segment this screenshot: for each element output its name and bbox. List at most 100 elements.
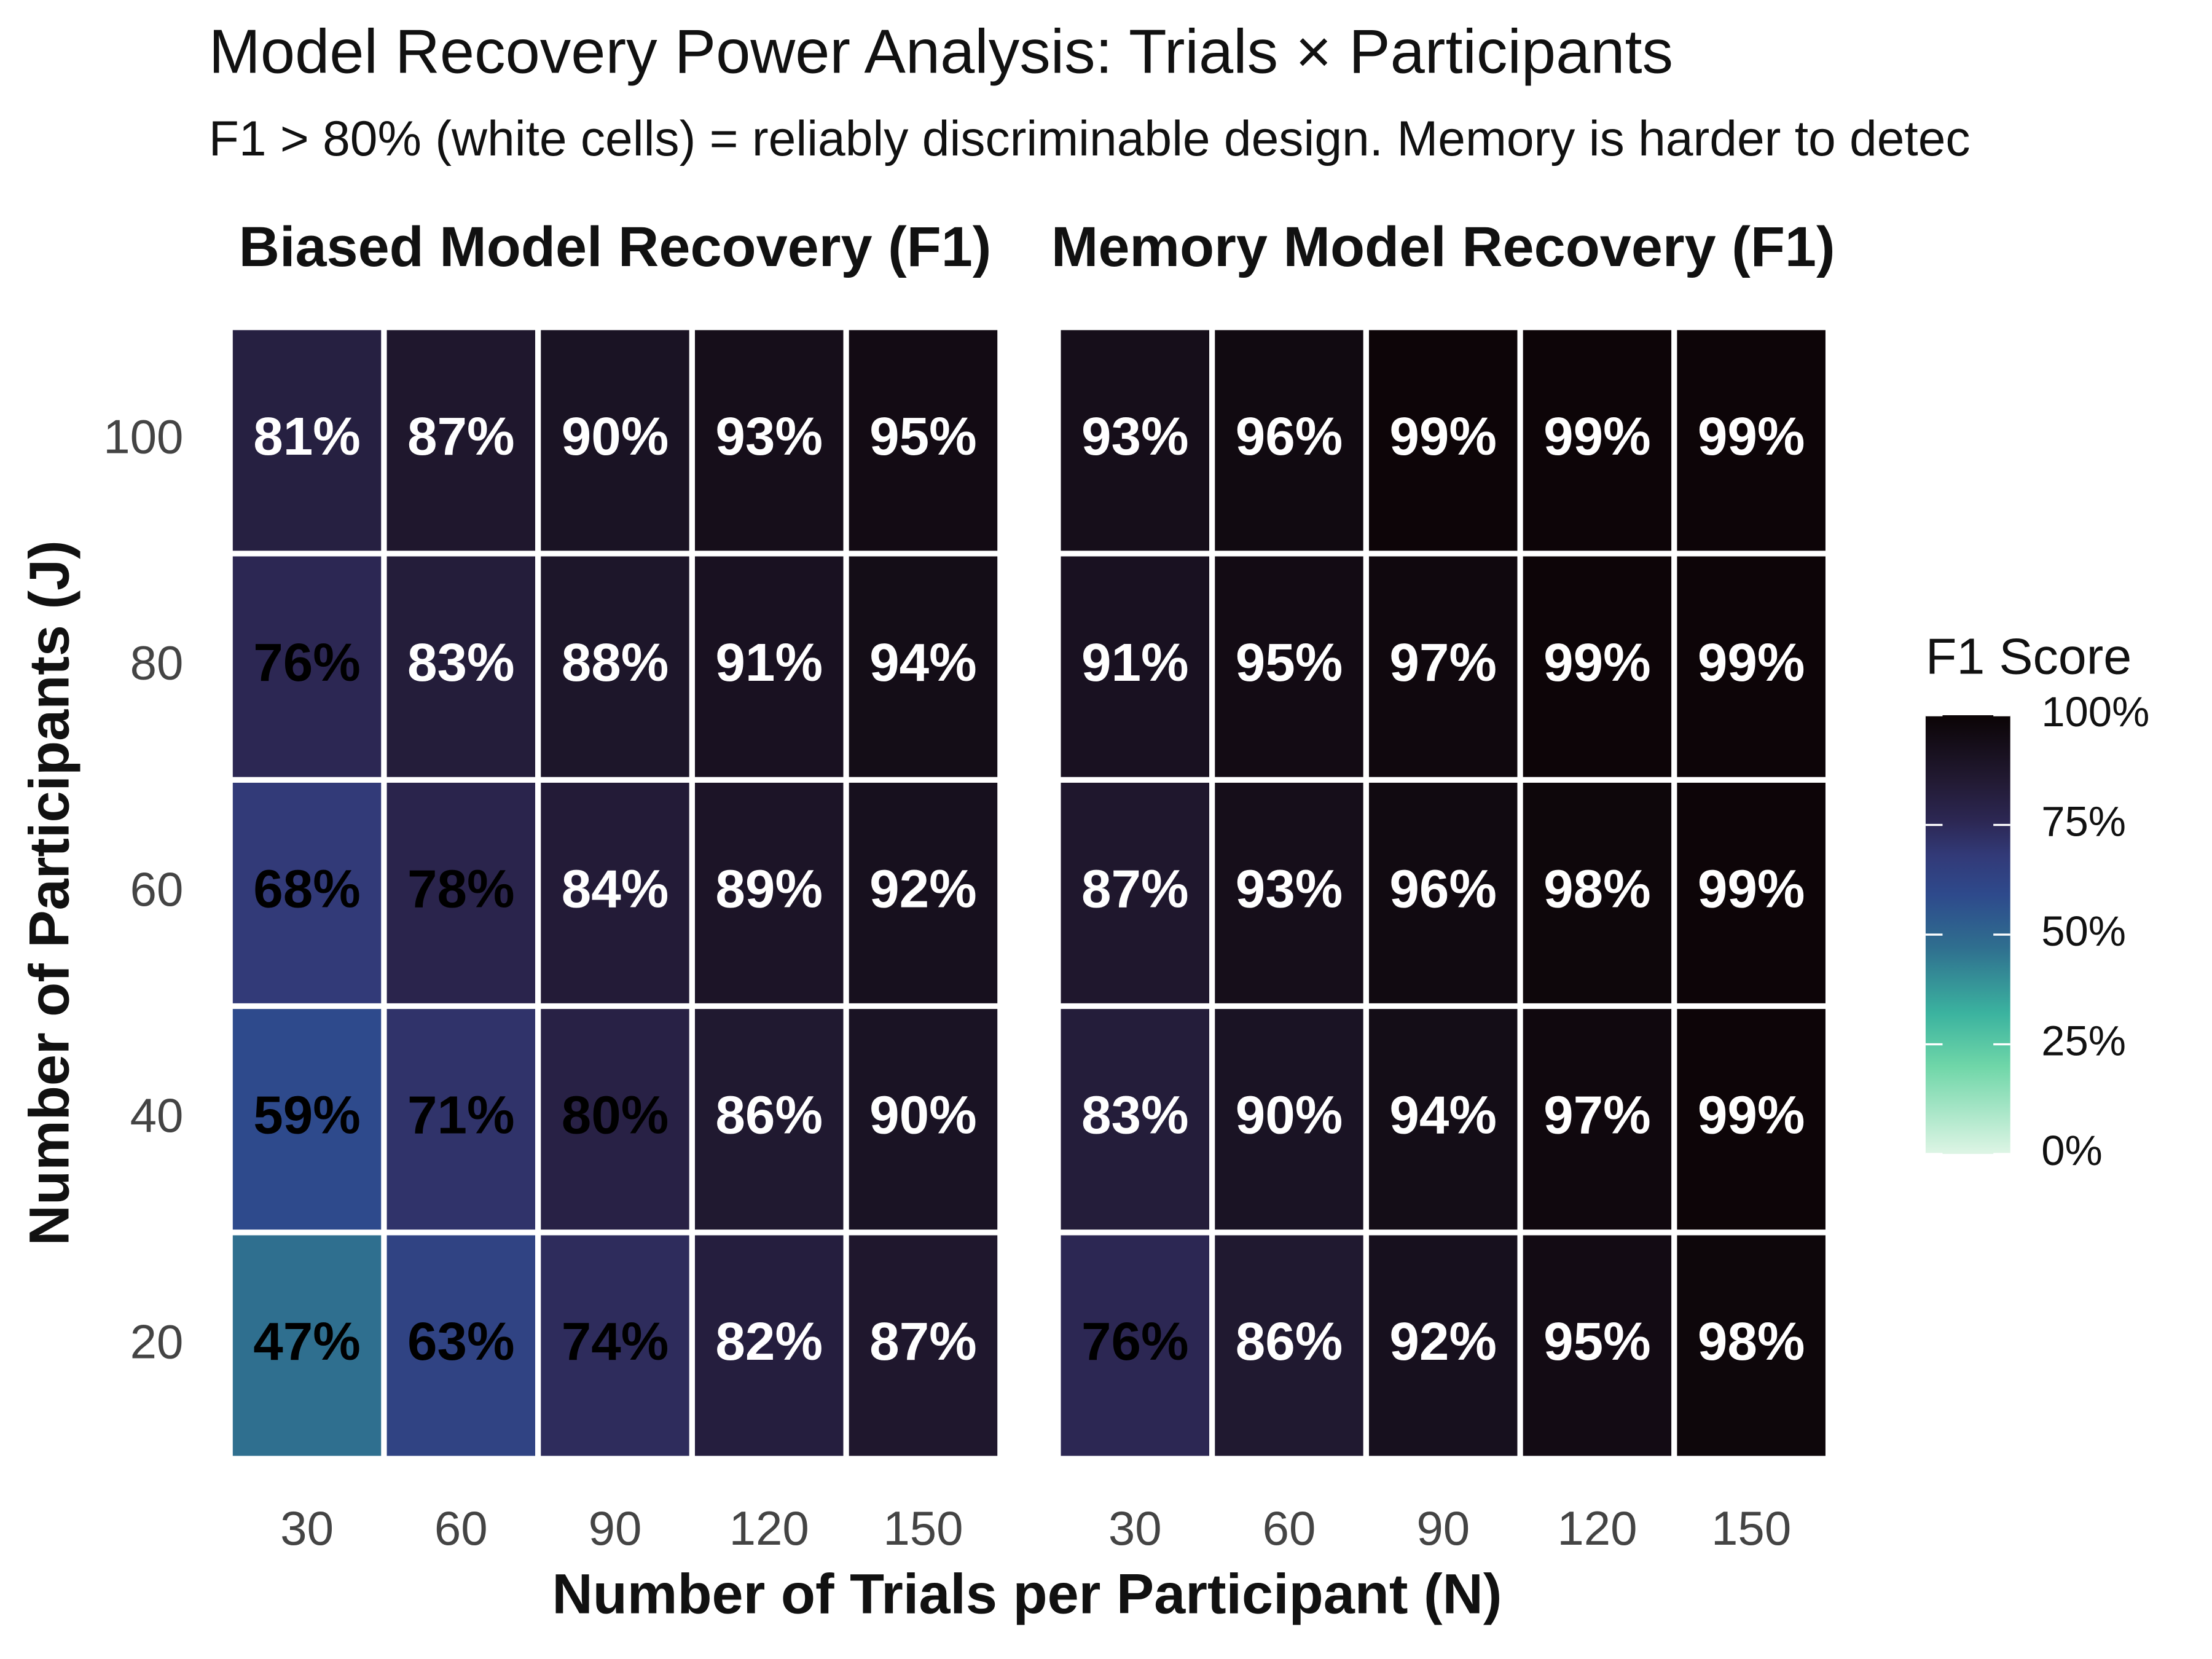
cell-label: 87% bbox=[407, 407, 515, 466]
heatmap-cell bbox=[1671, 1003, 1832, 1236]
heatmap-cell bbox=[689, 1230, 849, 1462]
cell-label: 90% bbox=[869, 1086, 977, 1145]
chart-title: Model Recovery Power Analysis: Trials × … bbox=[209, 18, 1673, 87]
x-tick-label: 120 bbox=[729, 1501, 809, 1555]
legend-label: 0% bbox=[2041, 1127, 2103, 1174]
heatmap-cell bbox=[1363, 777, 1523, 1010]
cell-label: 87% bbox=[869, 1312, 977, 1371]
heatmap-cell bbox=[843, 324, 1003, 557]
cell-label: 76% bbox=[1081, 1312, 1189, 1371]
cell-label: 74% bbox=[562, 1312, 669, 1371]
cell-label: 99% bbox=[1389, 407, 1497, 466]
heatmap-cell bbox=[381, 324, 541, 557]
y-tick-label: 20 bbox=[130, 1314, 184, 1368]
cell-label: 98% bbox=[1543, 859, 1651, 919]
cell-label: 86% bbox=[1236, 1312, 1343, 1371]
cell-label: 95% bbox=[1543, 1312, 1651, 1371]
x-tick-label: 90 bbox=[1416, 1501, 1470, 1555]
cell-label: 91% bbox=[1081, 633, 1189, 692]
cell-label: 93% bbox=[1236, 859, 1343, 919]
cell-label: 68% bbox=[253, 859, 361, 919]
cell-label: 98% bbox=[1698, 1312, 1805, 1371]
heatmap-cell bbox=[1363, 324, 1523, 557]
cell-label: 84% bbox=[562, 859, 669, 919]
chart-subtitle: F1 > 80% (white cells) = reliably discri… bbox=[209, 111, 1971, 167]
cell-label: 59% bbox=[253, 1086, 361, 1145]
cell-label: 97% bbox=[1543, 1086, 1651, 1145]
heatmap-cell bbox=[1363, 1003, 1523, 1236]
legend-label: 75% bbox=[2041, 798, 2126, 845]
x-tick-label: 150 bbox=[1711, 1501, 1791, 1555]
cell-label: 76% bbox=[253, 633, 361, 692]
y-tick-label: 60 bbox=[130, 862, 184, 916]
heatmap-cell bbox=[1055, 324, 1215, 557]
cell-label: 99% bbox=[1698, 633, 1805, 692]
cell-label: 90% bbox=[562, 407, 669, 466]
heatmap-cell bbox=[689, 777, 849, 1010]
heatmap-cell bbox=[843, 1230, 1003, 1462]
heatmap-cell bbox=[535, 1230, 695, 1462]
cell-label: 96% bbox=[1236, 407, 1343, 466]
cell-label: 94% bbox=[1389, 1086, 1497, 1145]
cell-label: 99% bbox=[1543, 633, 1651, 692]
x-tick-label: 150 bbox=[883, 1501, 963, 1555]
cell-label: 99% bbox=[1698, 407, 1805, 466]
y-tick-label: 40 bbox=[130, 1088, 184, 1142]
cell-label: 83% bbox=[1081, 1086, 1189, 1145]
heatmap-cell bbox=[381, 1003, 541, 1236]
heatmap-cell bbox=[689, 324, 849, 557]
cell-label: 92% bbox=[869, 859, 977, 919]
heatmap-cell bbox=[1671, 551, 1832, 783]
heatmap-cell bbox=[1209, 1003, 1369, 1236]
cell-label: 63% bbox=[407, 1312, 515, 1371]
y-tick-label: 80 bbox=[130, 636, 184, 690]
cell-label: 87% bbox=[1081, 859, 1189, 919]
legend-label: 50% bbox=[2041, 908, 2126, 955]
y-tick-label: 100 bbox=[103, 409, 183, 463]
cell-label: 86% bbox=[715, 1086, 823, 1145]
cell-label: 47% bbox=[253, 1312, 361, 1371]
heatmap-cell bbox=[1055, 1003, 1215, 1236]
cell-label: 93% bbox=[715, 407, 823, 466]
heatmap-cell bbox=[843, 1003, 1003, 1236]
y-axis-title: Number of Participants (J) bbox=[18, 540, 81, 1245]
heatmap-cell bbox=[381, 1230, 541, 1462]
legend-label: 25% bbox=[2041, 1018, 2126, 1065]
legend-label: 100% bbox=[2041, 688, 2149, 735]
cell-label: 96% bbox=[1389, 859, 1497, 919]
heatmap-cell bbox=[381, 551, 541, 783]
heatmap-cell bbox=[1209, 324, 1369, 557]
panel-title: Biased Model Recovery (F1) bbox=[239, 216, 992, 278]
heatmap-cell bbox=[843, 551, 1003, 783]
cell-label: 90% bbox=[1236, 1086, 1343, 1145]
x-tick-label: 60 bbox=[1263, 1501, 1316, 1555]
cell-label: 97% bbox=[1389, 633, 1497, 692]
cell-label: 80% bbox=[562, 1086, 669, 1145]
x-axis-title: Number of Trials per Participant (N) bbox=[552, 1563, 1502, 1626]
cell-label: 89% bbox=[715, 859, 823, 919]
heatmap-cell bbox=[1671, 324, 1832, 557]
heatmap-cell bbox=[1517, 551, 1677, 783]
cell-label: 99% bbox=[1543, 407, 1651, 466]
cell-label: 95% bbox=[869, 407, 977, 466]
x-tick-label: 90 bbox=[589, 1501, 642, 1555]
panel-title-group: Biased Model Recovery (F1) bbox=[239, 216, 992, 278]
x-tick-label: 120 bbox=[1557, 1501, 1637, 1555]
x-tick-label: 30 bbox=[280, 1501, 334, 1555]
heatmap-cell bbox=[1055, 1230, 1215, 1462]
heatmap-cell bbox=[689, 1003, 849, 1236]
cell-label: 94% bbox=[869, 633, 977, 692]
heatmap-cell bbox=[535, 777, 695, 1010]
panel-title-group: Memory Model Recovery (F1) bbox=[1051, 216, 1835, 278]
x-tick-label: 30 bbox=[1108, 1501, 1162, 1555]
legend-title: F1 Score bbox=[1926, 627, 2132, 684]
cell-label: 71% bbox=[407, 1086, 515, 1145]
x-tick-label: 60 bbox=[434, 1501, 488, 1555]
cell-label: 99% bbox=[1698, 1086, 1805, 1145]
cell-label: 99% bbox=[1698, 859, 1805, 919]
heatmap-cell bbox=[227, 551, 387, 783]
cell-label: 81% bbox=[253, 407, 361, 466]
heatmap-cell bbox=[1209, 551, 1369, 783]
heatmap-cell bbox=[843, 777, 1003, 1010]
